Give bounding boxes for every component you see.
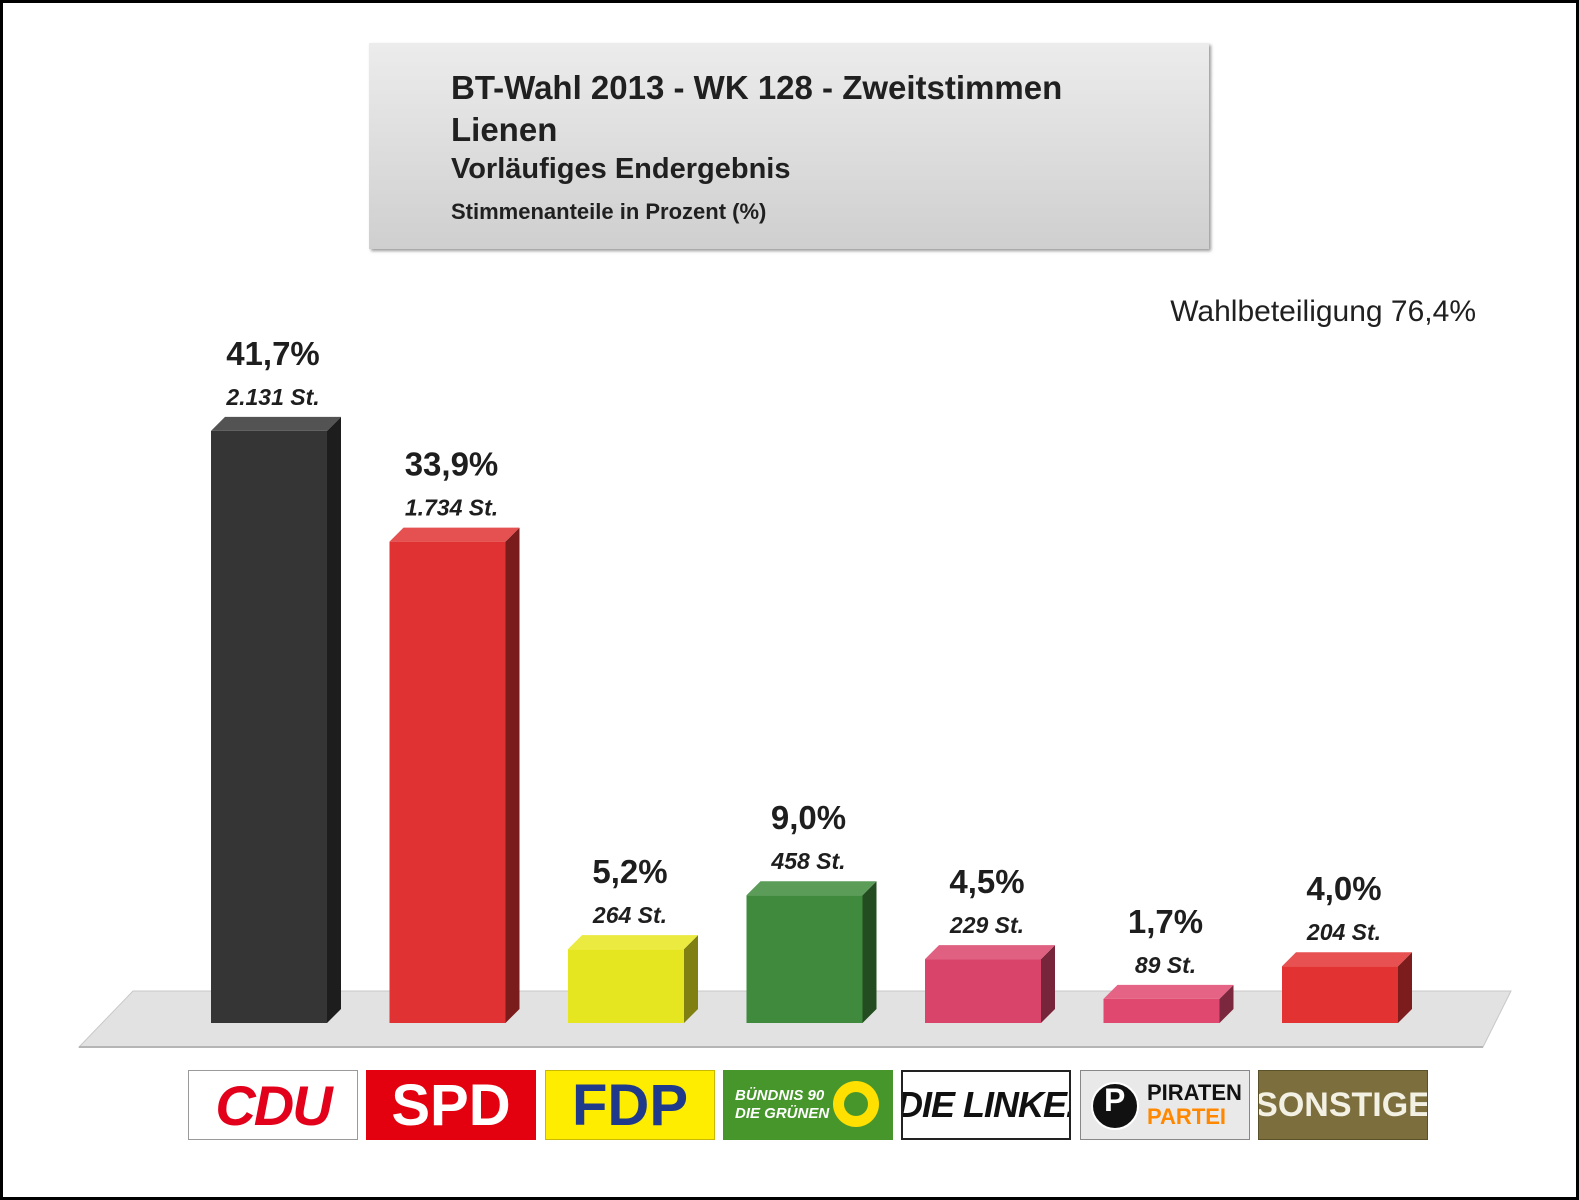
value-label-die-linke: 4,5% <box>949 863 1024 900</box>
bar-side-spd <box>505 527 520 1023</box>
votes-label-cdu: 2.131 St. <box>225 384 319 410</box>
bar-top-die-linke <box>925 945 1055 960</box>
logo-sonstige: SONSTIGE <box>1258 1070 1428 1140</box>
bar-top-sonstige <box>1282 952 1412 967</box>
votes-label-spd: 1.734 St. <box>405 495 498 521</box>
pirate-p-icon: P <box>1104 1082 1126 1118</box>
value-label-sonstige: 4,0% <box>1306 870 1381 907</box>
votes-label-sonstige: 204 St. <box>1306 919 1381 945</box>
value-label-gr-ne: 9,0% <box>771 799 846 836</box>
votes-label-piraten: 89 St. <box>1135 952 1196 978</box>
bar-cdu <box>211 430 327 1023</box>
bar-gr-ne <box>746 895 863 1023</box>
bar-piraten <box>1103 998 1220 1023</box>
chart-location: Lienen <box>451 111 558 148</box>
bar-spd <box>389 541 506 1023</box>
bar-side-gr-ne <box>862 881 877 1023</box>
bar-chart: 41,7% 2.131 St. 33,9% 1.734 St. 5,2% 264 St. 9… <box>77 335 1512 1048</box>
sunflower-icon <box>833 1081 879 1127</box>
logo-fdp-text: FDP <box>572 1072 688 1138</box>
bar-fdp <box>568 949 684 1023</box>
logo-gruene-line2: DIE GRÜNEN <box>735 1105 830 1122</box>
bar-top-fdp <box>568 935 698 950</box>
logo-cdu-text: CDU <box>215 1073 332 1137</box>
bar-side-sonstige <box>1398 952 1412 1023</box>
logo-gruene-line1: BÜNDNIS 90 <box>735 1087 825 1104</box>
bar-die-linke <box>925 959 1041 1023</box>
bar-top-gr-ne <box>746 881 877 896</box>
votes-label-gr-ne: 458 St. <box>770 848 845 874</box>
bar-side-fdp <box>684 935 698 1023</box>
logo-cdu: CDU <box>188 1070 358 1140</box>
value-label-cdu: 41,7% <box>226 335 320 372</box>
title-box: BT-Wahl 2013 - WK 128 - Zweitstimmen Lie… <box>369 43 1209 249</box>
votes-label-fdp: 264 St. <box>592 902 667 928</box>
chart-status: Vorläufiges Endergebnis <box>451 153 791 185</box>
bar-side-cdu <box>327 416 341 1023</box>
votes-label-die-linke: 229 St. <box>949 912 1024 938</box>
logo-fdp: FDP <box>545 1070 715 1140</box>
value-label-spd: 33,9% <box>405 446 499 483</box>
turnout-label: Wahlbeteiligung 76,4% <box>1170 295 1476 328</box>
logo-spd: SPD <box>366 1070 536 1140</box>
value-label-piraten: 1,7% <box>1128 903 1203 940</box>
bar-top-spd <box>389 527 520 542</box>
chart-title: BT-Wahl 2013 - WK 128 - Zweitstimmen <box>451 69 1063 106</box>
bar-top-cdu <box>211 416 341 431</box>
bar-sonstige <box>1282 966 1398 1023</box>
party-logos: CDU SPD FDP BÜNDNIS 90 DIE GRÜNEN DIE LI… <box>188 1070 1433 1142</box>
logo-spd-text: SPD <box>391 1072 511 1138</box>
logo-piraten: P PIRATEN PARTEI <box>1080 1070 1250 1140</box>
pirate-sail-icon <box>1091 1082 1139 1130</box>
bar-top-piraten <box>1103 984 1234 999</box>
value-label-fdp: 5,2% <box>592 853 667 890</box>
bar-side-die-linke <box>1041 945 1055 1023</box>
chart-unit: Stimmenanteile in Prozent (%) <box>451 199 767 224</box>
logo-sonstige-text: SONSTIGE <box>1258 1085 1428 1124</box>
logo-piraten-line1: PIRATEN <box>1147 1080 1242 1105</box>
bars-group: 41,7% 2.131 St. 33,9% 1.734 St. 5,2% 264 St. 9… <box>211 335 1412 1023</box>
logo-piraten-line2: PARTEI <box>1147 1104 1227 1129</box>
bar-side-piraten <box>1219 984 1234 1023</box>
logo-linke-text: DIE LINKE. <box>901 1084 1071 1125</box>
logo-gruene: BÜNDNIS 90 DIE GRÜNEN <box>723 1070 893 1140</box>
logo-linke: DIE LINKE. <box>901 1070 1071 1140</box>
